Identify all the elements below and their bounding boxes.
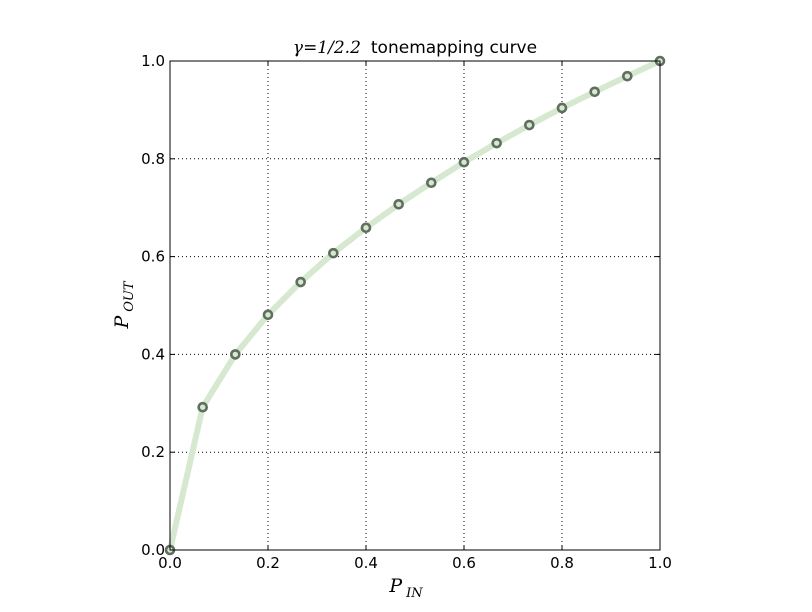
data-point: [328, 247, 339, 259]
data-point: [458, 156, 470, 168]
x-axis-label-sub: IN: [405, 586, 423, 601]
x-axis-label: P IN: [388, 575, 423, 601]
ticks-layer: 0.0 0.2 0.4 0.6 0.8 1.0 0.0 0.2 0.4 0.6 0.8 1.0: [141, 52, 672, 572]
data-point: [556, 102, 568, 114]
chart-title: γ=1/2.2 tonemapping curve: [293, 38, 537, 58]
x-tick-label: 1.0: [648, 554, 672, 572]
data-point: [622, 70, 633, 82]
y-tick-label: 0.8: [141, 150, 165, 168]
x-tick-label: 0.8: [550, 554, 574, 572]
data-point: [426, 177, 437, 189]
data-point: [230, 349, 241, 360]
data-point: [491, 137, 502, 149]
y-axis-label-sub: OUT: [122, 280, 137, 312]
x-tick-label: 0.0: [158, 554, 182, 572]
series-layer: [164, 55, 666, 556]
data-point: [295, 276, 306, 288]
plot-frame: [169, 60, 661, 551]
x-axis-label-main: P: [388, 575, 403, 597]
x-tick-label: 0.4: [354, 554, 378, 572]
chart-title-text: tonemapping curve: [371, 38, 537, 58]
y-axis-label: P OUT: [111, 280, 137, 329]
y-tick-label: 0.0: [141, 541, 165, 559]
x-tick-label: 0.6: [452, 554, 476, 572]
chart-title-math: γ=1/2.2: [293, 38, 361, 58]
data-point: [197, 401, 208, 413]
series-line: [167, 58, 663, 553]
y-axis-label-main: P: [111, 315, 133, 330]
grid-layer: [170, 61, 660, 550]
y-tick-label: 0.2: [141, 443, 165, 461]
x-tick-label: 0.2: [256, 554, 280, 572]
y-tick-label: 0.4: [141, 345, 165, 363]
data-point: [524, 119, 535, 131]
data-point: [393, 198, 404, 210]
data-point: [262, 309, 274, 321]
y-tick-label: 1.0: [141, 52, 165, 70]
y-tick-label: 0.6: [141, 248, 165, 266]
data-point: [360, 222, 372, 234]
data-point: [589, 86, 600, 98]
